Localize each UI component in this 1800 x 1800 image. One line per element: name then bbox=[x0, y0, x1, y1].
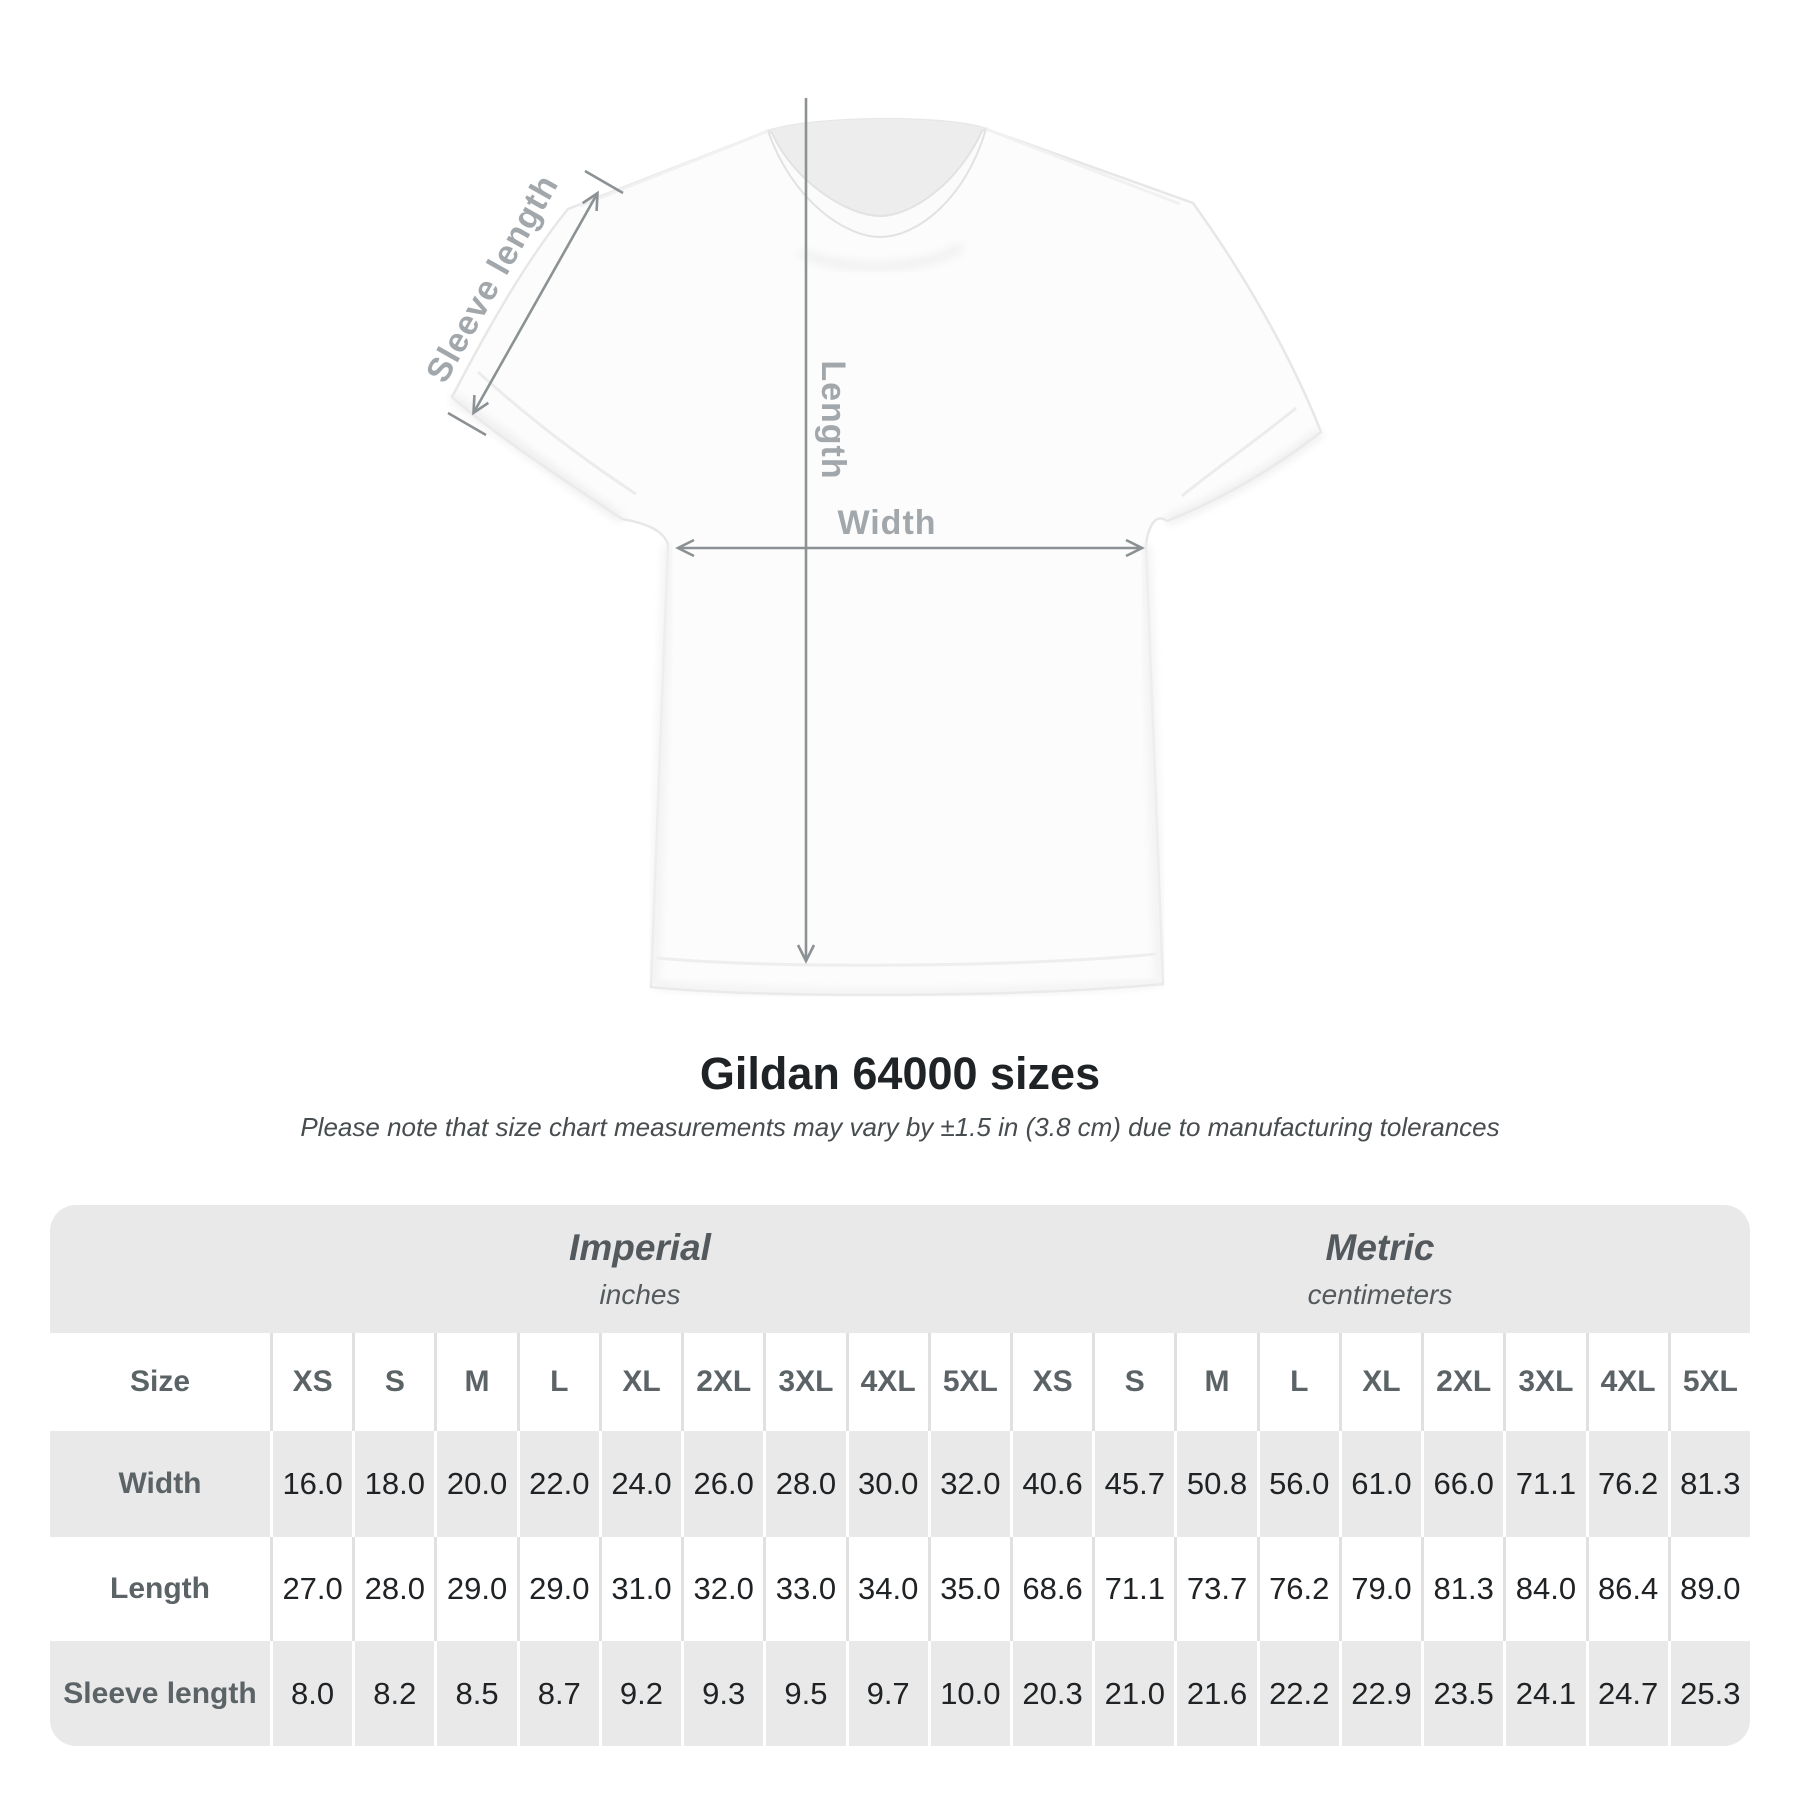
size-header-metric-xs: XS bbox=[1009, 1333, 1092, 1431]
sleeve-metric-xl: 22.9 bbox=[1338, 1641, 1421, 1746]
metric-title: Metric bbox=[1325, 1227, 1435, 1268]
length-imperial-m: 29.0 bbox=[434, 1537, 516, 1641]
sleeve-arrow-top-cap bbox=[584, 169, 624, 195]
length-imperial-5xl: 35.0 bbox=[927, 1537, 1010, 1641]
imperial-title: Imperial bbox=[569, 1227, 711, 1268]
sleeve-row-label: Sleeve length bbox=[63, 1676, 257, 1710]
size-header-imperial-l: L bbox=[516, 1333, 599, 1431]
size-header-metric-m: M bbox=[1174, 1333, 1256, 1431]
width-row: Width 16.0 18.0 20.0 22.0 24.0 26.0 28.0… bbox=[50, 1431, 1750, 1537]
imperial-subtitle: inches bbox=[599, 1279, 681, 1310]
size-header-imperial-4xl: 4XL bbox=[845, 1333, 928, 1431]
sleeve-metric-xs: 20.3 bbox=[1009, 1641, 1092, 1746]
width-metric-m: 50.8 bbox=[1174, 1431, 1256, 1537]
size-header-imperial-2xl: 2XL bbox=[681, 1333, 763, 1431]
length-metric-xs: 68.6 bbox=[1009, 1537, 1092, 1641]
length-imperial-s: 28.0 bbox=[352, 1537, 434, 1641]
sleeve-metric-s: 21.0 bbox=[1092, 1641, 1174, 1746]
length-metric-l: 76.2 bbox=[1256, 1537, 1339, 1641]
sleeve-imperial-s: 8.2 bbox=[352, 1641, 434, 1746]
width-metric-xl: 61.0 bbox=[1338, 1431, 1421, 1537]
sleeve-imperial-2xl: 9.3 bbox=[681, 1641, 763, 1746]
metric-unit-header: Metric centimeters bbox=[1010, 1227, 1750, 1311]
width-metric-l: 56.0 bbox=[1256, 1431, 1339, 1537]
length-metric-m: 73.7 bbox=[1174, 1537, 1256, 1641]
size-header-imperial-s: S bbox=[352, 1333, 434, 1431]
size-column-header: Size bbox=[129, 1365, 191, 1398]
size-header-imperial-m: M bbox=[434, 1333, 516, 1431]
sleeve-imperial-l: 8.7 bbox=[516, 1641, 599, 1746]
imperial-unit-header: Imperial inches bbox=[270, 1227, 1010, 1311]
size-header-metric-s: S bbox=[1092, 1333, 1174, 1431]
sleeve-metric-2xl: 23.5 bbox=[1421, 1641, 1503, 1746]
length-row: Length 27.0 28.0 29.0 29.0 31.0 32.0 33.… bbox=[50, 1537, 1750, 1641]
length-imperial-xs: 27.0 bbox=[270, 1537, 352, 1641]
sleeve-imperial-xs: 8.0 bbox=[270, 1641, 352, 1746]
tshirt-measurement-diagram: Sleeve length Length Width bbox=[419, 98, 1324, 997]
length-metric-5xl: 89.0 bbox=[1667, 1537, 1750, 1641]
size-header-imperial-xs: XS bbox=[270, 1333, 352, 1431]
length-imperial-3xl: 33.0 bbox=[763, 1537, 845, 1641]
width-metric-s: 45.7 bbox=[1092, 1431, 1174, 1537]
width-row-label: Width bbox=[118, 1467, 202, 1500]
sleeve-imperial-xl: 9.2 bbox=[598, 1641, 681, 1746]
length-row-label: Length bbox=[110, 1572, 210, 1605]
collar-opening bbox=[768, 119, 986, 216]
size-header-metric-2xl: 2XL bbox=[1421, 1333, 1503, 1431]
width-imperial-s: 18.0 bbox=[352, 1431, 434, 1537]
sleeve-length-arrow bbox=[472, 190, 599, 416]
width-imperial-xl: 24.0 bbox=[598, 1431, 681, 1537]
width-imperial-2xl: 26.0 bbox=[681, 1431, 763, 1537]
size-header-metric-3xl: 3XL bbox=[1503, 1333, 1585, 1431]
length-metric-3xl: 84.0 bbox=[1503, 1537, 1585, 1641]
size-header-metric-4xl: 4XL bbox=[1585, 1333, 1668, 1431]
width-imperial-4xl: 30.0 bbox=[845, 1431, 928, 1537]
width-metric-5xl: 81.3 bbox=[1667, 1431, 1750, 1537]
length-metric-2xl: 81.3 bbox=[1421, 1537, 1503, 1641]
sleeve-imperial-m: 8.5 bbox=[434, 1641, 516, 1746]
width-imperial-5xl: 32.0 bbox=[927, 1431, 1010, 1537]
size-table: Imperial inches Metric centimeters Size … bbox=[50, 1205, 1750, 1746]
size-header-metric-5xl: 5XL bbox=[1667, 1333, 1750, 1431]
size-header-imperial-xl: XL bbox=[598, 1333, 681, 1431]
sleeve-metric-4xl: 24.7 bbox=[1585, 1641, 1668, 1746]
sleeve-imperial-5xl: 10.0 bbox=[927, 1641, 1010, 1746]
page-subtitle: Please note that size chart measurements… bbox=[300, 1112, 1500, 1142]
width-metric-2xl: 66.0 bbox=[1421, 1431, 1503, 1537]
width-metric-3xl: 71.1 bbox=[1503, 1431, 1585, 1537]
size-header-row: Size XS S M L XL 2XL 3XL 4XL 5XL XS S M … bbox=[50, 1333, 1750, 1431]
width-metric-xs: 40.6 bbox=[1009, 1431, 1092, 1537]
sleeve-metric-m: 21.6 bbox=[1174, 1641, 1256, 1746]
length-label: Length bbox=[814, 360, 852, 479]
sleeve-arrow-bottom-cap bbox=[447, 411, 487, 437]
length-imperial-xl: 31.0 bbox=[598, 1537, 681, 1641]
width-imperial-3xl: 28.0 bbox=[763, 1431, 845, 1537]
unit-header-band: Imperial inches Metric centimeters bbox=[50, 1205, 1750, 1333]
length-metric-xl: 79.0 bbox=[1338, 1537, 1421, 1641]
length-imperial-2xl: 32.0 bbox=[681, 1537, 763, 1641]
length-metric-s: 71.1 bbox=[1092, 1537, 1174, 1641]
sleeve-metric-5xl: 25.3 bbox=[1667, 1641, 1750, 1746]
page-title: Gildan 64000 sizes bbox=[699, 1048, 1101, 1099]
sleeve-metric-3xl: 24.1 bbox=[1503, 1641, 1585, 1746]
sleeve-imperial-4xl: 9.7 bbox=[845, 1641, 928, 1746]
sleeve-metric-l: 22.2 bbox=[1256, 1641, 1339, 1746]
width-imperial-xs: 16.0 bbox=[270, 1431, 352, 1537]
dimension-annotations bbox=[447, 98, 1145, 964]
sleeve-imperial-3xl: 9.5 bbox=[763, 1641, 845, 1746]
width-imperial-m: 20.0 bbox=[434, 1431, 516, 1537]
length-imperial-l: 29.0 bbox=[516, 1537, 599, 1641]
width-metric-4xl: 76.2 bbox=[1585, 1431, 1668, 1537]
size-header-metric-xl: XL bbox=[1338, 1333, 1421, 1431]
size-header-imperial-5xl: 5XL bbox=[927, 1333, 1010, 1431]
tshirt-illustration bbox=[449, 117, 1324, 997]
sleeve-length-row: Sleeve length 8.0 8.2 8.5 8.7 9.2 9.3 9.… bbox=[50, 1641, 1750, 1746]
size-header-imperial-3xl: 3XL bbox=[763, 1333, 845, 1431]
length-metric-4xl: 86.4 bbox=[1585, 1537, 1668, 1641]
width-imperial-l: 22.0 bbox=[516, 1431, 599, 1537]
length-imperial-4xl: 34.0 bbox=[845, 1537, 928, 1641]
metric-subtitle: centimeters bbox=[1307, 1279, 1453, 1310]
size-header-metric-l: L bbox=[1256, 1333, 1339, 1431]
width-label: Width bbox=[837, 504, 936, 542]
